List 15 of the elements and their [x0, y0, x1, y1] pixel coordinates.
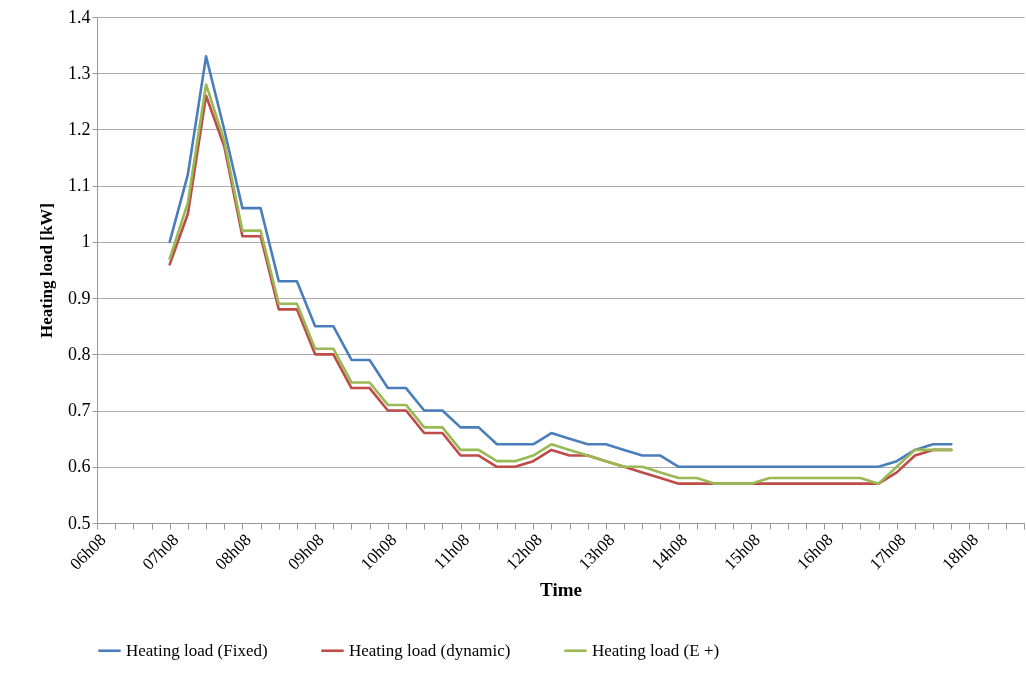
legend-label: Heating load (E +): [592, 640, 720, 660]
y-tick-label: 1.2: [68, 118, 91, 139]
y-tick-label: 0.6: [68, 456, 91, 477]
legend-label: Heating load (dynamic): [349, 640, 511, 660]
y-tick-label: 1: [81, 231, 91, 252]
y-tick-label: 0.8: [68, 343, 91, 364]
y-tick-label: 0.5: [68, 512, 91, 533]
y-tick-label: 0.7: [68, 400, 91, 421]
x-axis-title: Time: [540, 578, 582, 600]
y-axis-title: Heating load [kW]: [37, 202, 56, 339]
y-tick-label: 1.4: [68, 6, 91, 27]
y-tick-label: 1.3: [68, 62, 91, 83]
y-tick-label: 0.9: [68, 287, 91, 308]
legend-label: Heating load (Fixed): [126, 640, 268, 660]
y-tick-label: 1.1: [68, 175, 91, 196]
